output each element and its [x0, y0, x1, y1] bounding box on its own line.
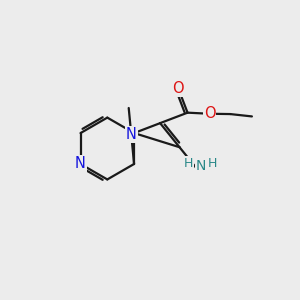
- Text: O: O: [204, 106, 215, 121]
- Text: N: N: [196, 159, 206, 173]
- Text: H: H: [184, 157, 193, 170]
- Text: N: N: [75, 157, 86, 172]
- Text: H: H: [208, 157, 218, 170]
- Text: O: O: [172, 81, 184, 96]
- Text: N: N: [126, 127, 137, 142]
